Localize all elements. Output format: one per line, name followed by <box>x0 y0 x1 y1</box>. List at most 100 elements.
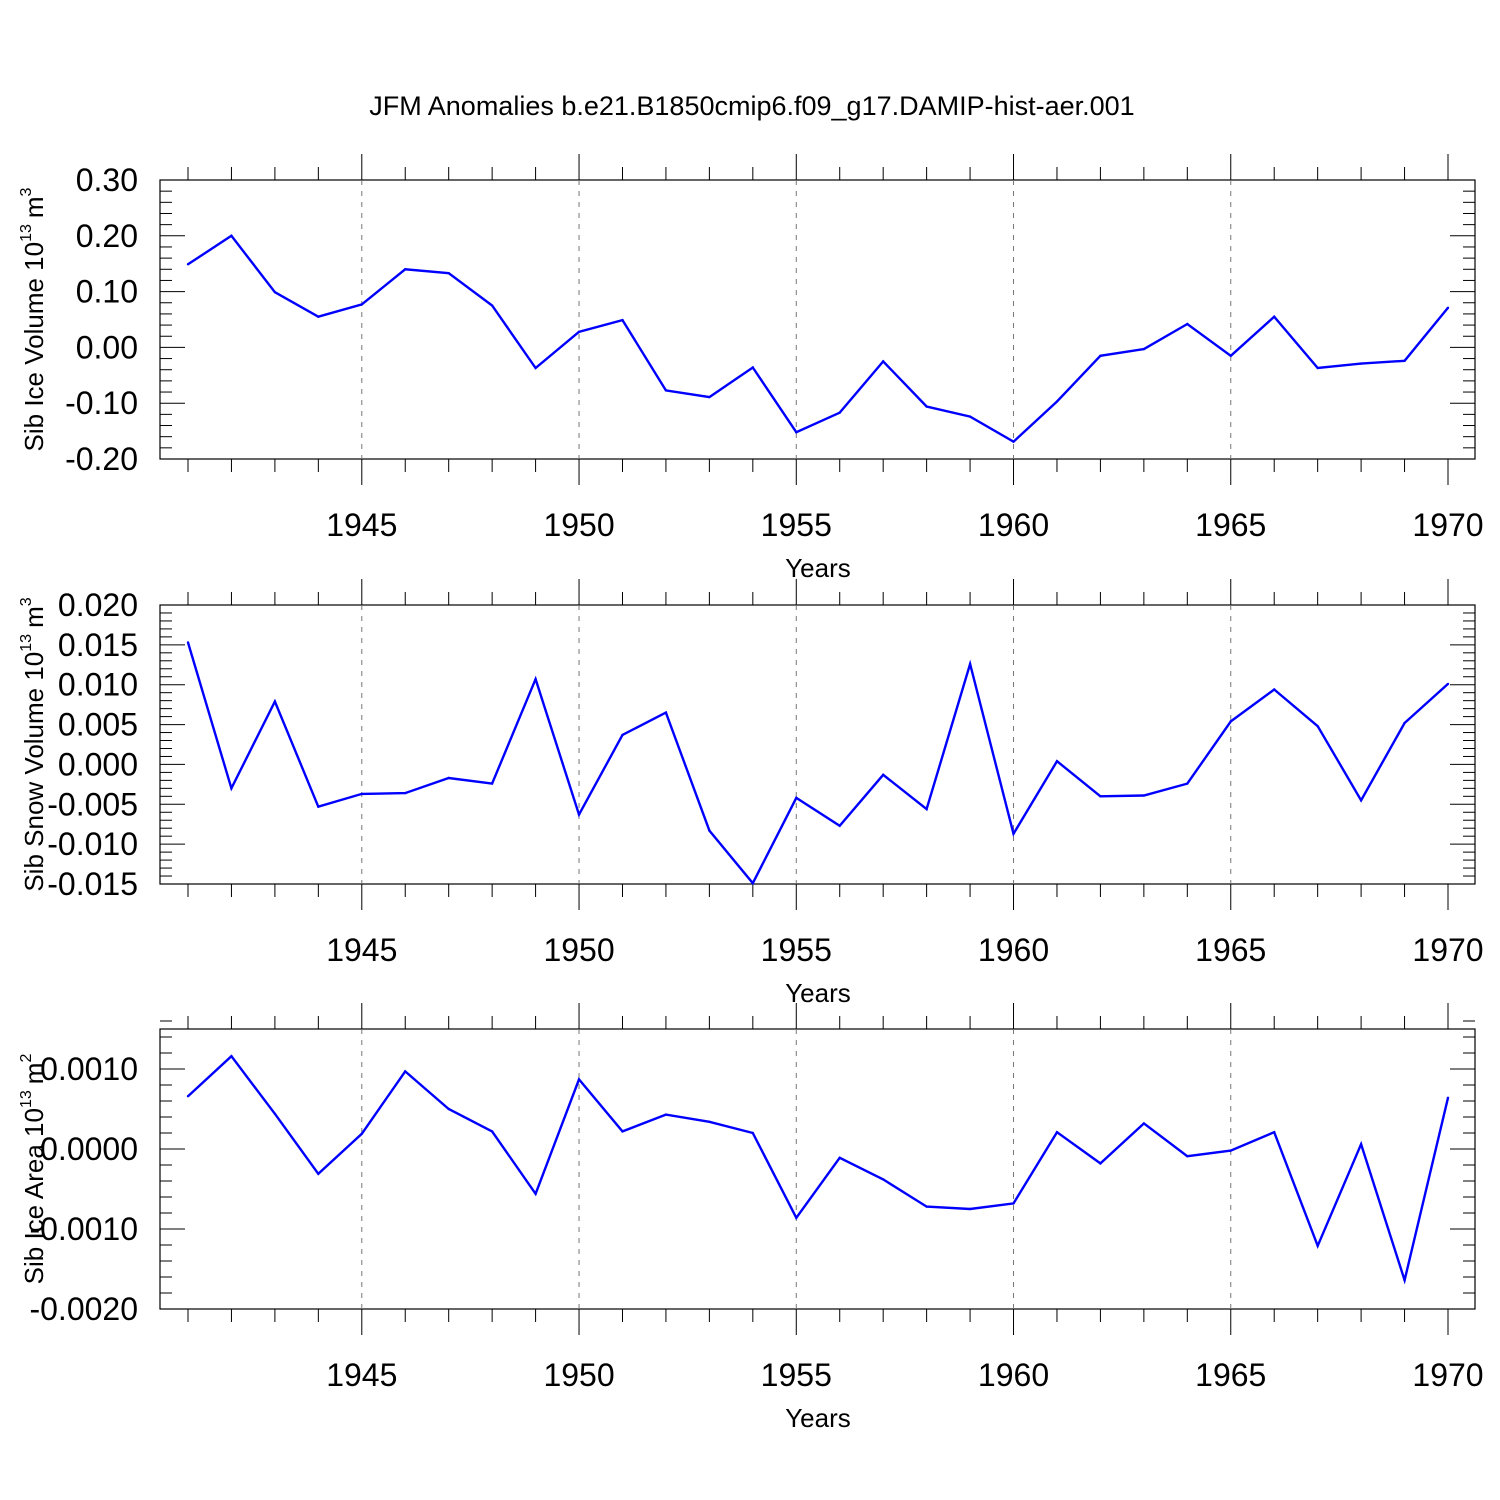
y-tick-label: 0.0010 <box>40 1051 138 1087</box>
data-point <box>534 677 537 681</box>
y-axis-title: Sib Snow Volume 1013 m3 <box>18 597 49 891</box>
y-tick-label: -0.015 <box>47 866 138 902</box>
data-point <box>751 882 755 885</box>
panel-ice-volume: 1945 1950 1955 1960 1965 1970 -0.20 -0.10 0.00 0.… <box>18 154 1484 583</box>
x-axis-title: Years <box>785 553 851 583</box>
data-point <box>1359 799 1363 802</box>
x-axis-title: Years <box>785 1403 851 1433</box>
x-tick-label: 1965 <box>1195 1357 1266 1393</box>
x-tick-label: 1970 <box>1412 932 1483 968</box>
data-point <box>708 829 711 832</box>
data-point <box>664 1113 668 1116</box>
y-tick-label: -0.010 <box>47 826 138 862</box>
data-point <box>360 303 363 306</box>
data-point <box>1446 682 1450 686</box>
data-point <box>186 263 190 266</box>
data-point <box>925 405 928 408</box>
y-axis-title-unit: m <box>19 606 49 628</box>
data-point <box>968 662 972 666</box>
data-point <box>1359 362 1363 365</box>
data-point <box>881 1178 885 1181</box>
x-tick-label: 1950 <box>543 507 614 543</box>
data-point <box>1186 1155 1189 1158</box>
y-axis-title-text: Sib Snow Volume 10 <box>19 652 49 892</box>
data-point <box>230 1055 233 1058</box>
data-point <box>1055 400 1059 403</box>
y-axis-title-exponent: 13 <box>18 634 35 652</box>
y-tick-label: -0.20 <box>65 441 138 477</box>
data-point <box>795 1216 798 1220</box>
data-point <box>447 1107 450 1111</box>
y-tick-label: -0.10 <box>65 385 138 421</box>
data-point <box>1403 359 1406 362</box>
data-point <box>1099 1162 1102 1165</box>
data-point <box>1316 1244 1319 1248</box>
data-point <box>1403 1279 1406 1282</box>
data-point <box>1359 1143 1363 1146</box>
data-point <box>881 360 885 363</box>
x-tick-label: 1965 <box>1195 932 1266 968</box>
data-point <box>273 290 277 294</box>
y-axis-title-unit-exponent: 3 <box>18 597 35 606</box>
x-tick-label: 1950 <box>543 932 614 968</box>
data-point <box>925 1205 928 1208</box>
series-line <box>187 234 1449 444</box>
x-tick-label: 1955 <box>761 1357 832 1393</box>
x-tick-label: 1955 <box>761 507 832 543</box>
data-point <box>490 782 494 785</box>
y-tick-label: 0.010 <box>58 667 138 703</box>
plot-frame <box>159 604 1476 885</box>
x-tick-label: 1945 <box>326 507 397 543</box>
data-point <box>1229 1149 1232 1152</box>
panel-snow-volume: 1945 1950 1955 1960 1965 1970 -0.015 -0.010 -0.0… <box>18 579 1484 1008</box>
data-point <box>1099 354 1102 357</box>
data-point <box>1012 1202 1015 1205</box>
data-point <box>664 389 668 392</box>
data-point <box>490 1130 494 1133</box>
panel-ice-area: 1945 1950 1955 1960 1965 1970 -0.0020 -0.0010 0.… <box>18 1003 1484 1433</box>
y-tick-label: -0.0020 <box>29 1291 138 1327</box>
x-tick-label: 1945 <box>326 932 397 968</box>
data-point <box>317 1172 320 1176</box>
data-point <box>404 1070 407 1073</box>
data-point <box>1316 366 1319 370</box>
plot-frame <box>159 179 1476 460</box>
y-tick-label: 0.015 <box>58 627 138 663</box>
data-point <box>1012 440 1015 443</box>
data-point <box>838 1156 841 1160</box>
data-point <box>186 641 190 644</box>
data-point <box>1055 760 1059 763</box>
data-point <box>404 268 407 271</box>
y-tick-label: 0.10 <box>76 274 138 310</box>
data-point <box>1446 306 1450 309</box>
data-point <box>273 1112 277 1116</box>
data-point <box>447 271 450 275</box>
series-line <box>186 642 1449 886</box>
data-point <box>795 796 798 800</box>
data-point <box>795 431 798 434</box>
y-axis-title: Sib Ice Volume 1013 m3 <box>18 187 49 451</box>
figure-title: JFM Anomalies b.e21.B1850cmip6.f09_g17.D… <box>369 91 1134 121</box>
data-point <box>1273 315 1276 318</box>
data-point <box>273 700 277 703</box>
y-axis-title-unit-exponent: 2 <box>18 1054 35 1063</box>
x-tick-label: 1945 <box>326 1357 397 1393</box>
data-point <box>664 711 668 714</box>
y-tick-label: 0.30 <box>76 162 138 198</box>
y-axis-title-unit: m <box>19 196 49 218</box>
x-tick-label: 1960 <box>978 932 1049 968</box>
y-axis-title-unit-exponent: 3 <box>18 187 35 196</box>
y-tick-label: 0.0000 <box>40 1131 138 1167</box>
x-tick-label: 1950 <box>543 1357 614 1393</box>
data-point <box>621 1130 624 1133</box>
y-axis-title-text: Sib Ice Area 10 <box>19 1108 49 1284</box>
data-point <box>968 1207 972 1211</box>
data-point <box>838 824 841 828</box>
data-point <box>708 395 711 399</box>
data-point <box>360 792 363 796</box>
data-point <box>534 1192 537 1196</box>
data-point <box>1229 354 1232 357</box>
data-point <box>577 813 581 816</box>
data-point <box>1055 1131 1059 1134</box>
